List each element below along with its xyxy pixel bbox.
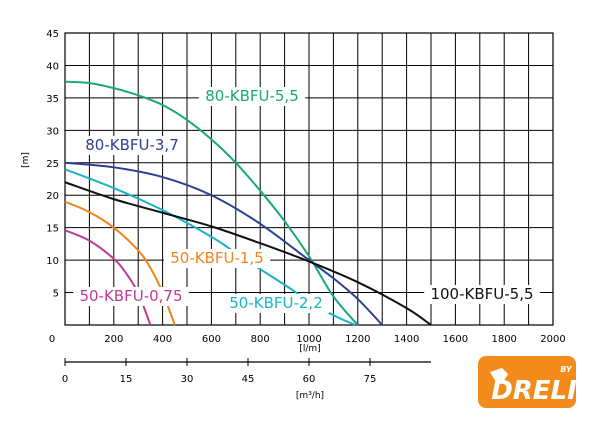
series-label-bg (78, 136, 186, 155)
y-axis-label: [m] (21, 152, 31, 168)
series-label: 80-KBFU-5,5 (205, 87, 299, 105)
x2-tick-label: 15 (120, 374, 133, 385)
x2-tick-label: 30 (181, 374, 194, 385)
curve-80-kbfu-3-7 (64, 161, 383, 326)
curve-50-kbfu-0-75 (64, 229, 152, 326)
x2-tick-label: 45 (242, 374, 255, 385)
x-tick-label: 1000 (296, 334, 321, 345)
series-label-bg (163, 249, 271, 268)
drill-icon (490, 368, 508, 384)
x2-tick-label: 0 (62, 374, 68, 385)
x-tick-label: 800 (251, 334, 270, 345)
grid (64, 32, 554, 326)
y-tick-label: 10 (46, 256, 59, 267)
series-label: 50-KBFU-1,5 (170, 249, 264, 267)
curve-100-kbfu-5-5 (64, 181, 432, 326)
x-tick-label: 600 (202, 334, 221, 345)
series-labels: 80-KBFU-5,5 80-KBFU-3,7 50-KBFU-2,2 50-KBFU… (73, 87, 540, 313)
plot-frame (64, 32, 554, 326)
y-tick-label: 30 (46, 126, 59, 137)
y-tick-label: 45 (46, 29, 59, 40)
x-tick-label: 0 (49, 334, 55, 345)
series-label: 100-KBFU-5,5 (430, 285, 533, 303)
x-tick-label: 1800 (491, 334, 516, 345)
series-label-bg (222, 294, 330, 313)
x-axis-label: [l/m] (299, 344, 320, 354)
y-tick-label: 15 (46, 224, 59, 235)
dreli-logo: DRELI BY (478, 356, 577, 408)
x-tick-label: 2000 (540, 334, 565, 345)
x-tick-label: 1200 (345, 334, 370, 345)
x-tick-label: 1600 (443, 334, 468, 345)
x2-tick-label: 60 (303, 374, 316, 385)
x-tick-label: 400 (153, 334, 172, 345)
y-tick-label: 5 (53, 289, 59, 300)
x2-tick-label: 75 (364, 374, 377, 385)
x2-axis-label: [m³/h] (296, 391, 324, 401)
curve-50-kbfu-1-5 (64, 200, 176, 326)
y-tick-label: 40 (46, 61, 59, 72)
y-tick-label: 20 (46, 191, 59, 202)
x-tick-label: 1400 (394, 334, 419, 345)
y-tick-label: 25 (46, 159, 59, 170)
series-label-bg (198, 87, 306, 106)
y-tick-label: 35 (46, 94, 59, 105)
series-label: 50-KBFU-2,2 (229, 294, 323, 312)
series-label-bg (424, 285, 540, 304)
series-label-bg (73, 287, 189, 306)
logo-by: BY (560, 365, 573, 374)
curve-80-kbfu-5-5 (64, 80, 359, 326)
series-label: 80-KBFU-3,7 (85, 136, 179, 154)
logo-text: DRELI (491, 376, 577, 406)
x-tick-label: 200 (104, 334, 123, 345)
series-label: 50-KBFU-0,75 (79, 287, 182, 305)
